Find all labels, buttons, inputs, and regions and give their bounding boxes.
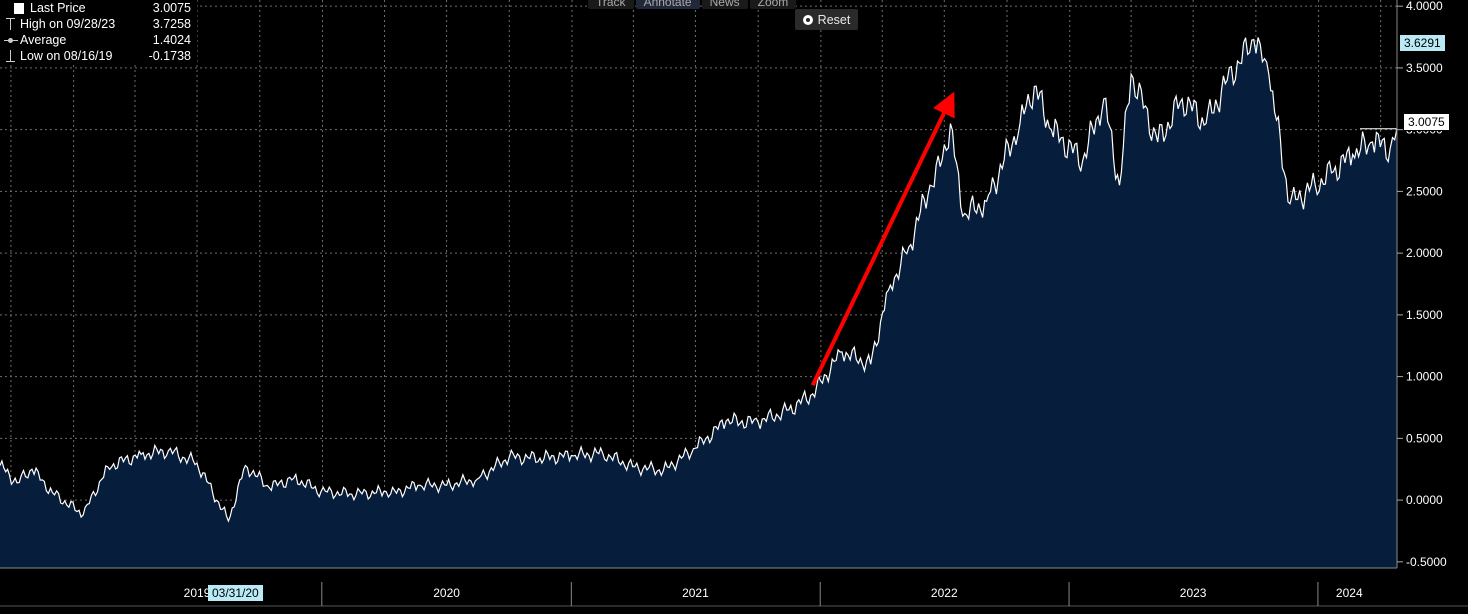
annotate-button[interactable]: Annotate [635,0,700,9]
x-tick-label: 2023 [1180,586,1207,600]
average-marker-icon [4,33,18,47]
x-tick-label: 2021 [682,586,709,600]
legend-high[interactable]: High on 09/28/23 3.7258 [0,16,197,32]
high-marker-icon [4,17,18,31]
legend-avg-label: Average [20,33,67,47]
legend-last-label: Last Price [30,1,86,15]
reset-label: Reset [817,12,851,27]
news-button[interactable]: News [701,0,748,9]
legend-last-value: 3.0075 [152,1,191,15]
legend-average[interactable]: Average 1.4024 [0,32,197,48]
series-area [0,37,1397,568]
low-marker-icon [4,49,18,63]
legend-low[interactable]: Low on 08/16/19 -0.1738 [0,48,197,64]
y-tick-label: 2.5000 [1406,184,1443,198]
y-tick-label: -0.5000 [1406,555,1447,569]
x-tick-label: 2020 [433,586,460,600]
red-trend-arrow [810,91,955,387]
legend-avg-value: 1.4024 [152,33,191,47]
y-tick-label: 2.0000 [1406,246,1443,260]
radio-icon [802,14,813,25]
track-button[interactable]: Track [588,0,634,9]
legend-high-value: 3.7258 [152,17,191,31]
y-axis: 4.00003.50003.00002.50002.00001.50001.00… [1396,0,1447,569]
legend-low-value: -0.1738 [148,49,191,63]
legend-last-price[interactable]: Last Price 3.0075 [0,0,197,16]
last-price-tag: 3.0075 [1403,113,1450,131]
y-tick-label: 3.5000 [1406,61,1443,75]
legend-panel: Last Price 3.0075 High on 09/28/23 3.725… [0,0,197,64]
chart-toolbar: Track Annotate News Zoom [588,0,797,9]
zoom-button[interactable]: Zoom [749,0,797,9]
y-tick-label: 1.0000 [1406,370,1443,384]
y-tick-label: 4.0000 [1406,0,1443,13]
square-icon [14,2,24,14]
x-tick-label: 2019 [184,586,211,600]
x-tick-label: 2024 [1336,586,1363,600]
high-value-tag: 3.6291 [1400,35,1445,51]
reset-button[interactable]: Reset [795,9,858,30]
x-tick-label: 2022 [931,586,958,600]
crosshair-date-tag: 03/31/20 [208,585,263,601]
chart-annotations [810,91,1397,387]
legend-high-label: High on 09/28/23 [20,17,116,31]
y-tick-label: 0.0000 [1406,493,1443,507]
legend-low-label: Low on 08/16/19 [20,49,113,63]
y-tick-label: 0.5000 [1406,431,1443,445]
y-tick-label: 1.5000 [1406,308,1443,322]
series-line [0,37,1398,523]
